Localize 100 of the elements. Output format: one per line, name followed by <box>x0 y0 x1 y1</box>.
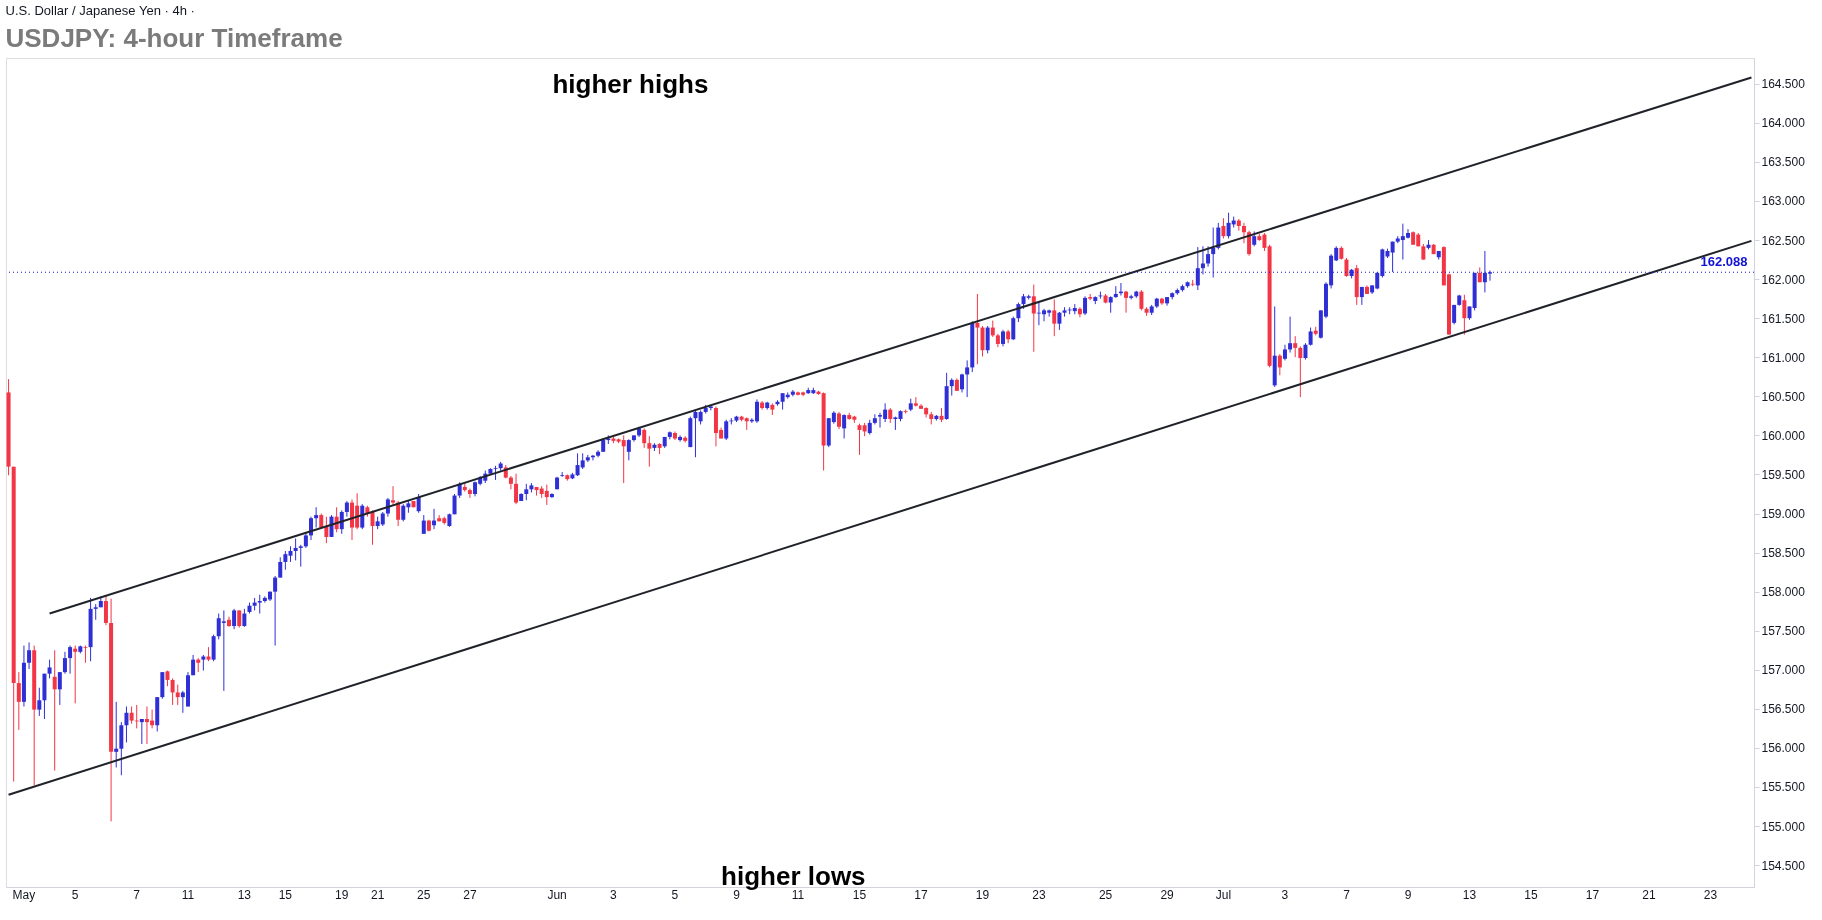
y-tick-label: 162.500 <box>1761 233 1806 248</box>
candlestick <box>544 484 549 506</box>
candlestick <box>170 677 175 706</box>
y-tick-label: 159.000 <box>1761 507 1806 522</box>
y-tick-label: 155.500 <box>1761 780 1806 795</box>
candlestick <box>47 659 52 679</box>
y-tick-label: 164.000 <box>1761 116 1806 131</box>
chart-subtitle: USDJPY: 4-hour Timeframe <box>5 23 343 53</box>
candlestick <box>508 475 513 490</box>
candlestick <box>1241 222 1246 244</box>
candlestick <box>283 550 288 571</box>
candlestick <box>514 473 519 505</box>
x-tick-label: 11 <box>791 887 805 902</box>
candlestick <box>1052 298 1057 337</box>
y-tick-label: 164.500 <box>1761 77 1806 92</box>
candlestick <box>1195 246 1200 291</box>
candlestick <box>114 701 119 768</box>
candlestick <box>467 488 472 499</box>
candlestick <box>73 645 78 704</box>
chart-title: U.S. Dollar / Japanese Yen · 4h · <box>5 3 195 18</box>
candlestick <box>1288 316 1293 354</box>
candlestick <box>693 409 698 458</box>
candlestick <box>724 419 729 441</box>
y-tick-label: 161.000 <box>1761 350 1806 365</box>
candlestick <box>257 594 262 615</box>
y-tick-label: 159.500 <box>1761 467 1806 482</box>
candlestick <box>57 671 62 706</box>
x-tick-label: 21 <box>1642 887 1656 902</box>
y-tick-label: 156.000 <box>1761 741 1806 756</box>
x-tick-label: Jul <box>1215 887 1232 902</box>
candlestick <box>1077 306 1082 318</box>
x-tick-label: 25 <box>1098 887 1113 902</box>
ref-line-label: 162.088 <box>1700 254 1748 270</box>
y-tick-label: 160.500 <box>1761 389 1806 404</box>
candlestick <box>754 398 759 424</box>
candlestick <box>1083 295 1088 316</box>
x-tick-label: 11 <box>181 887 195 902</box>
candlestick <box>278 556 283 579</box>
candlestick <box>980 325 985 357</box>
candlestick <box>421 514 426 535</box>
candlestick <box>370 509 375 546</box>
y-tick-label: 158.500 <box>1761 546 1806 561</box>
x-tick-label: 13 <box>1462 887 1477 902</box>
x-tick-label: 15 <box>1524 887 1539 902</box>
x-tick-label: 23 <box>1703 887 1718 902</box>
candlestick <box>1011 316 1016 341</box>
candlestick <box>68 645 73 675</box>
candlestick <box>1298 345 1303 398</box>
candlestick <box>1462 294 1467 336</box>
candlestick <box>1344 257 1349 278</box>
candlestick <box>965 359 970 398</box>
candlestick <box>314 506 319 529</box>
candlestick <box>1139 289 1144 311</box>
candlestick <box>790 389 795 397</box>
candlestick <box>416 493 421 514</box>
x-tick-label: 9 <box>1404 887 1412 902</box>
candlestick <box>678 434 683 443</box>
candlestick <box>62 651 67 675</box>
candlestick <box>1293 335 1298 358</box>
candlestick <box>1221 217 1226 239</box>
candlestick <box>360 503 365 530</box>
y-tick-label: 155.000 <box>1761 819 1806 834</box>
candlestick <box>1211 227 1216 279</box>
x-tick-label: 17 <box>1585 887 1600 902</box>
candlestick <box>103 595 108 626</box>
candlestick <box>37 687 42 717</box>
candlestick <box>119 721 124 776</box>
candlestick <box>1124 290 1129 314</box>
x-tick-label: 17 <box>914 887 928 902</box>
candlestick <box>1206 245 1211 268</box>
candlestick <box>1042 308 1047 322</box>
candlestick <box>293 538 298 561</box>
candlestick <box>642 427 647 449</box>
x-tick-label: 27 <box>463 887 477 902</box>
x-tick-label: May <box>12 887 36 902</box>
y-tick-label: 157.000 <box>1761 663 1806 678</box>
candlestick <box>124 706 129 743</box>
y-tick-label: 163.500 <box>1761 155 1806 170</box>
annotation: higher highs <box>552 69 709 100</box>
x-tick-label: Jun <box>547 887 567 902</box>
candlestick <box>391 485 396 507</box>
x-tick-label: 3 <box>1281 887 1289 902</box>
candlestick <box>872 413 877 425</box>
candlestick <box>139 718 144 745</box>
x-tick-label: 5 <box>71 887 79 902</box>
candlestick <box>626 438 631 461</box>
candlestick <box>273 575 278 647</box>
candlestick <box>221 609 226 692</box>
candlestick <box>842 413 847 440</box>
x-tick-label: 15 <box>852 887 867 902</box>
y-tick-label: 154.500 <box>1761 858 1806 873</box>
y-tick-label: 163.000 <box>1761 194 1806 209</box>
candlestick <box>621 434 626 484</box>
y-tick-label: 162.000 <box>1761 272 1806 287</box>
candlestick <box>1277 353 1282 376</box>
x-tick-label: 23 <box>1032 887 1046 902</box>
candlestick <box>975 293 980 365</box>
x-tick-label: 7 <box>133 887 141 902</box>
candlestick <box>232 608 237 630</box>
y-tick-label: 158.000 <box>1761 585 1806 600</box>
